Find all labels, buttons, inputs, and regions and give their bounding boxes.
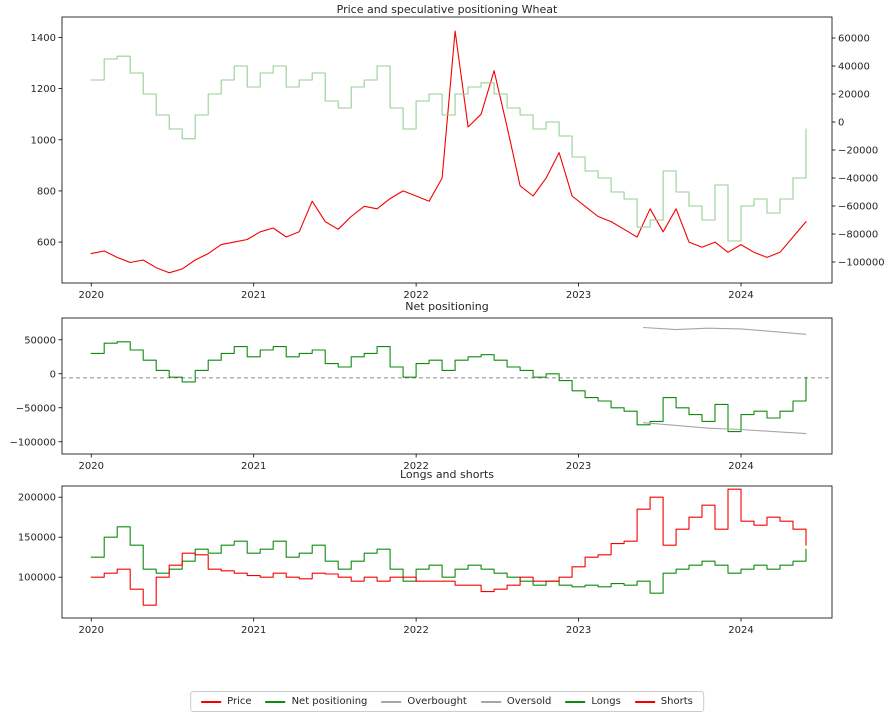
svg-text:−50000: −50000: [16, 403, 56, 414]
legend-label: Net positioning: [291, 696, 368, 707]
svg-text:0: 0: [838, 118, 844, 129]
legend-line-swatch: [565, 700, 586, 703]
legend-label: Shorts: [660, 696, 693, 707]
svg-text:2022: 2022: [403, 290, 428, 301]
legend-label: Oversold: [506, 696, 552, 707]
svg-text:50000: 50000: [24, 335, 56, 346]
legend-label: Overbought: [407, 696, 467, 707]
plots-canvas: 1400120010008006006000040000200000−20000…: [9, 16, 885, 636]
svg-text:2024: 2024: [728, 461, 753, 472]
svg-text:200000: 200000: [18, 493, 56, 504]
svg-text:−20000: −20000: [838, 146, 878, 157]
chart3-title: Longs and shorts: [399, 468, 495, 481]
legend-item: Price: [201, 696, 252, 707]
legend-label: Longs: [591, 696, 621, 707]
legend-line-swatch: [265, 700, 286, 703]
svg-text:100000: 100000: [18, 573, 56, 584]
legend-item: Net positioning: [265, 696, 368, 707]
legend-item: Longs: [565, 696, 621, 707]
legend-line-swatch: [634, 700, 655, 703]
legend-line-swatch: [381, 700, 402, 703]
svg-text:2023: 2023: [566, 290, 591, 301]
svg-text:2023: 2023: [566, 625, 591, 636]
svg-text:−100000: −100000: [9, 437, 56, 448]
legend-line-swatch: [480, 700, 501, 703]
svg-text:2020: 2020: [79, 290, 104, 301]
svg-text:2022: 2022: [403, 625, 428, 636]
svg-text:−80000: −80000: [838, 230, 878, 241]
svg-text:−60000: −60000: [838, 202, 878, 213]
legend-label: Price: [227, 696, 252, 707]
chart1-title: Price and speculative positioning Wheat: [336, 3, 558, 16]
svg-text:2021: 2021: [241, 461, 266, 472]
svg-text:2023: 2023: [566, 461, 591, 472]
legend-item: Overbought: [381, 696, 467, 707]
legend-line-swatch: [201, 700, 222, 703]
chart2-title: Net positioning: [405, 300, 489, 313]
svg-text:2024: 2024: [728, 625, 753, 636]
svg-text:2021: 2021: [241, 290, 266, 301]
svg-text:−40000: −40000: [838, 174, 878, 185]
svg-text:800: 800: [37, 186, 56, 197]
svg-text:2024: 2024: [728, 290, 753, 301]
svg-text:2020: 2020: [79, 461, 104, 472]
svg-text:1200: 1200: [31, 84, 56, 95]
svg-text:20000: 20000: [838, 90, 870, 101]
svg-text:60000: 60000: [838, 34, 870, 45]
svg-text:1400: 1400: [31, 33, 56, 44]
legend-item: Oversold: [480, 696, 552, 707]
svg-text:2020: 2020: [79, 625, 104, 636]
legend-item: Shorts: [634, 696, 693, 707]
svg-text:40000: 40000: [838, 62, 870, 73]
legend: Price Net positioning Overbought Oversold Lo…: [190, 691, 704, 712]
svg-text:600: 600: [37, 238, 56, 249]
svg-text:2021: 2021: [241, 625, 266, 636]
svg-text:−100000: −100000: [838, 258, 885, 269]
svg-text:0: 0: [50, 369, 56, 380]
svg-text:150000: 150000: [18, 533, 56, 544]
svg-text:1000: 1000: [31, 135, 56, 146]
svg-text:2022: 2022: [403, 461, 428, 472]
